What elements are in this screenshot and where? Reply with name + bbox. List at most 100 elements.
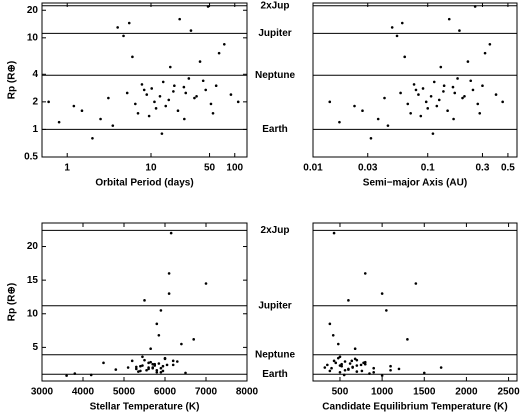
data-point — [397, 367, 401, 371]
reference-label: 2xJup — [261, 0, 290, 11]
x-tick-label: 0.5 — [501, 163, 515, 174]
data-point — [151, 366, 154, 369]
data-point — [488, 42, 492, 46]
data-point — [141, 355, 144, 359]
reference-label: Earth — [262, 124, 288, 135]
data-point — [338, 364, 342, 367]
reference-label: 2xJup — [261, 225, 290, 236]
data-point — [209, 102, 213, 106]
data-point — [473, 5, 477, 8]
data-point — [368, 372, 371, 375]
data-point — [206, 5, 210, 8]
x-tick-label: 7000 — [195, 387, 218, 398]
data-point — [127, 21, 131, 25]
y-tick-label: 20 — [27, 5, 39, 16]
data-point — [153, 100, 156, 104]
data-point — [442, 90, 445, 93]
data-point — [161, 80, 165, 84]
data-point — [347, 367, 350, 371]
data-point — [189, 29, 193, 32]
data-point — [456, 77, 459, 80]
data-point — [385, 309, 388, 312]
data-point — [439, 366, 443, 369]
data-point — [403, 55, 407, 59]
data-point — [135, 365, 138, 369]
data-point — [372, 370, 375, 374]
y-tick-label: 15 — [27, 275, 39, 286]
data-point — [362, 361, 365, 365]
data-point — [176, 109, 180, 113]
data-point — [406, 338, 409, 341]
x-axis-label: Orbital Period (days) — [95, 178, 193, 189]
data-point — [463, 94, 466, 98]
reference-label: Neptune — [255, 349, 295, 360]
data-point — [439, 65, 443, 69]
data-point — [483, 51, 487, 55]
data-point — [173, 84, 176, 88]
x-tick-label: 3000 — [31, 387, 54, 398]
data-point — [131, 55, 134, 59]
data-point — [348, 362, 352, 365]
data-point — [453, 91, 457, 95]
data-point — [347, 299, 350, 302]
data-point — [326, 363, 329, 367]
data-point — [150, 87, 154, 90]
reference-label: Jupiter — [258, 300, 291, 311]
x-tick-label: 8000 — [236, 387, 259, 398]
data-point — [383, 96, 386, 100]
data-point — [323, 366, 327, 369]
data-point — [399, 91, 402, 95]
data-point — [151, 362, 154, 366]
data-point — [494, 93, 498, 96]
x-tick-label: 4000 — [72, 387, 95, 398]
reference-label: Earth — [262, 369, 288, 380]
data-point — [446, 109, 449, 113]
data-point — [332, 359, 336, 363]
data-point — [400, 21, 404, 25]
data-point — [72, 104, 76, 108]
data-point — [422, 371, 426, 375]
data-point — [359, 363, 363, 367]
x-tick-label: 2000 — [455, 387, 478, 398]
data-point — [161, 369, 165, 373]
data-point — [167, 292, 171, 295]
data-point — [145, 93, 149, 96]
data-point — [447, 17, 451, 21]
plot-frame — [312, 2, 518, 158]
data-point — [429, 94, 433, 98]
data-point — [171, 363, 175, 367]
data-point — [360, 369, 364, 373]
data-point — [363, 272, 367, 275]
data-point — [471, 88, 475, 92]
data-point — [376, 117, 380, 121]
data-point — [176, 360, 179, 363]
reference-label: Jupiter — [258, 28, 291, 39]
y-tick-label: 5 — [32, 342, 38, 353]
data-point — [143, 358, 146, 362]
data-point — [171, 359, 175, 363]
data-point — [147, 366, 150, 369]
data-point — [178, 17, 181, 21]
data-point — [476, 102, 480, 106]
data-point — [180, 342, 183, 346]
data-point — [395, 34, 399, 38]
data-point — [136, 111, 140, 115]
data-point — [343, 360, 347, 363]
data-point — [168, 65, 172, 69]
data-point — [353, 357, 357, 361]
y-tick-label: 4 — [32, 69, 38, 80]
data-point — [451, 85, 455, 89]
data-point — [137, 370, 140, 373]
data-point — [154, 107, 158, 110]
data-point — [409, 111, 412, 115]
data-point — [466, 60, 470, 63]
data-point — [432, 80, 436, 84]
data-point — [481, 84, 484, 88]
plot-frame — [312, 222, 518, 382]
data-point — [412, 83, 416, 86]
y-axis-label: Rp (R⊕) — [7, 283, 18, 321]
data-point — [217, 51, 221, 55]
data-point — [165, 363, 169, 367]
data-point — [328, 100, 332, 104]
data-point — [135, 367, 138, 371]
